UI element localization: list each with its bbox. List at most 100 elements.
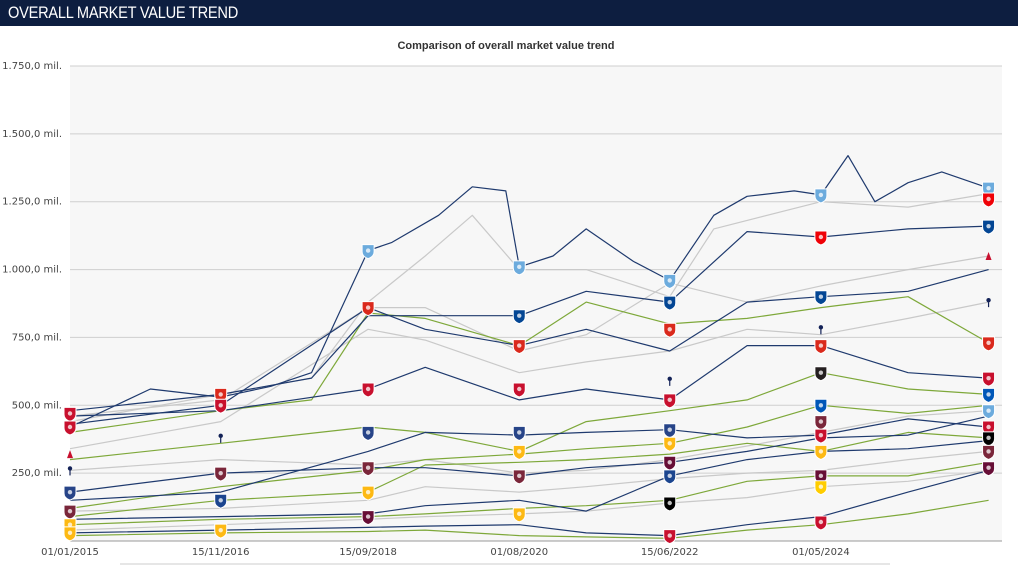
series-line [69, 404, 989, 509]
club-crest-icon-emblem [667, 460, 672, 465]
club-crest-icon-emblem [517, 449, 522, 454]
club-crest-icon-emblem [818, 432, 824, 438]
club-crest-icon-emblem [986, 465, 991, 470]
club-crest-icon-emblem [818, 419, 824, 424]
x-tick-label: 01/01/2015 [41, 547, 99, 558]
club-crest-icon-emblem [365, 489, 371, 495]
club-crest-icon-emblem [818, 519, 824, 525]
club-crest-icon-emblem [67, 522, 73, 527]
series-line [69, 499, 989, 539]
y-tick-label: 1.000,0 mil. [2, 265, 62, 276]
club-crest-icon-emblem [517, 264, 522, 270]
club-crest-icon-emblem [365, 248, 371, 253]
club-crest-icon-emblem [667, 473, 672, 479]
club-crest-icon-emblem [218, 470, 223, 476]
club-crest-icon-emblem [667, 299, 672, 305]
club-crest-icon-emblem [517, 343, 522, 348]
series-line [69, 225, 989, 412]
series-line [69, 450, 989, 512]
club-crest-icon-emblem [218, 403, 223, 408]
club-crest-icon-emblem [365, 305, 371, 310]
club-crest-icon-emblem [517, 473, 522, 479]
club-crest-icon-emblem [986, 375, 991, 381]
y-tick-label: 500,0 mil. [12, 400, 62, 411]
series-line [69, 431, 989, 518]
club-crest-icon-emblem [667, 441, 672, 446]
y-tick-label: 750,0 mil. [12, 332, 62, 343]
series-line [69, 469, 989, 537]
club-crest-icon-emblem [67, 424, 73, 430]
cockerel-icon [218, 433, 223, 439]
club-crest-icon-emblem [667, 397, 672, 403]
club-crest-icon-emblem [986, 392, 991, 397]
liverbird-icon [985, 252, 992, 260]
chart-title: Comparison of overall market value trend [397, 40, 615, 52]
club-crest-icon-emblem [218, 392, 223, 397]
club-crest-icon-emblem [818, 370, 824, 375]
club-crest-icon-emblem [986, 340, 991, 346]
page-header-bar: OVERALL MARKET VALUE TREND [0, 0, 1018, 26]
club-crest-icon-emblem [818, 343, 824, 348]
club-crest-icon-emblem [986, 408, 991, 413]
page-title: OVERALL MARKET VALUE TREND [8, 3, 238, 22]
club-crest-icon-emblem [818, 234, 824, 240]
club-crest-icon-emblem [365, 430, 371, 435]
x-tick-label: 15/09/2018 [339, 547, 397, 558]
club-crest-icon-emblem [218, 527, 223, 533]
club-crest-icon-emblem [986, 435, 991, 441]
series-line [69, 415, 989, 493]
series-line [69, 410, 989, 474]
club-crest-icon-emblem [818, 294, 824, 299]
y-tick-label: 1.500,0 mil. [2, 129, 62, 140]
club-crest-icon-emblem [986, 196, 991, 202]
series-line [69, 296, 989, 433]
cockerel-icon [667, 376, 672, 382]
club-crest-icon-emblem [667, 500, 672, 506]
club-crest-icon-emblem [365, 514, 371, 519]
x-tick-label: 01/08/2020 [490, 547, 548, 558]
liverbird-icon [67, 450, 73, 459]
club-crest-icon-emblem [218, 498, 223, 503]
club-crest-icon-emblem [818, 473, 824, 479]
club-crest-icon-emblem [517, 430, 522, 435]
club-crest-icon-emblem [67, 411, 73, 416]
x-tick-label: 01/05/2024 [792, 547, 850, 558]
club-crest-icon-emblem [67, 489, 73, 495]
club-crest-icon-emblem [667, 278, 672, 283]
club-crest-icon-emblem [667, 427, 672, 432]
series-line [69, 255, 989, 417]
y-tick-label: 250,0 mil. [12, 468, 62, 479]
series-line [69, 372, 989, 461]
club-crest-icon-emblem [818, 403, 824, 408]
cockerel-icon [818, 325, 824, 330]
club-crest-icon-emblem [986, 449, 991, 454]
series-line [69, 461, 989, 526]
y-tick-label: 1.250,0 mil. [2, 197, 62, 208]
club-crest-icon-emblem [517, 386, 522, 392]
series-line [69, 418, 989, 501]
club-crest-icon-emblem [517, 313, 522, 318]
series-line [69, 345, 989, 417]
series-line [69, 301, 989, 450]
y-tick-label: 1.750,0 mil. [2, 61, 62, 72]
club-crest-icon-emblem [67, 530, 73, 536]
club-crest-icon-emblem [517, 511, 522, 517]
club-crest-icon-emblem [818, 192, 824, 198]
series-line [69, 440, 989, 520]
club-crest-icon-emblem [818, 484, 824, 489]
club-crest-icon-emblem [365, 465, 371, 470]
club-crest-icon-emblem [365, 386, 371, 392]
plot-area [70, 66, 1002, 541]
club-crest-icon-emblem [986, 424, 991, 430]
club-crest-icon-emblem [818, 449, 824, 454]
club-crest-icon-emblem [986, 223, 991, 229]
club-crest-icon-emblem [667, 533, 672, 538]
club-crest-icon-emblem [986, 185, 991, 191]
cockerel-icon [986, 297, 991, 303]
series-line [69, 155, 989, 428]
series-line [69, 269, 989, 425]
club-crest-icon-emblem [667, 327, 672, 332]
x-tick-label: 15/11/2016 [192, 547, 250, 558]
chart-scroll-strip [120, 563, 890, 565]
